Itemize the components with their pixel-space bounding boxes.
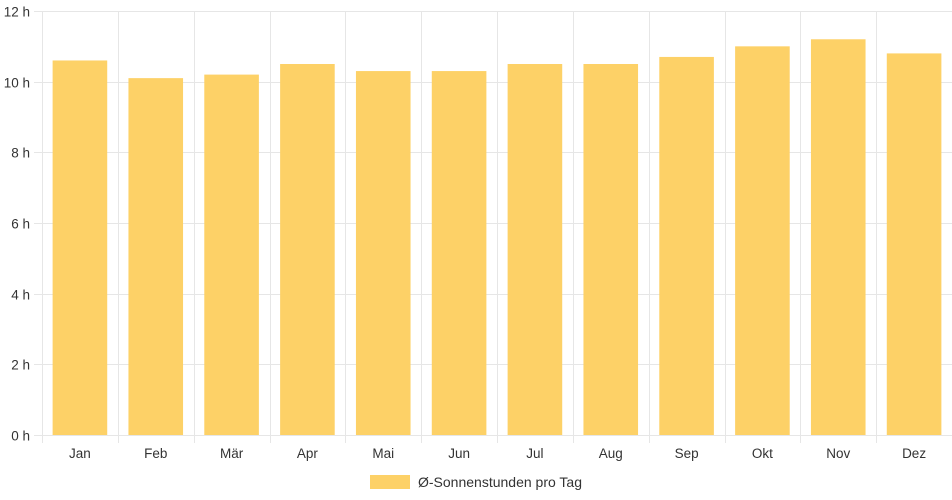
x-tick-label: Jul [526,446,543,461]
grid-lines [34,11,952,443]
legend-label: Ø-Sonnenstunden pro Tag [418,474,582,490]
y-tick-label: 10 h [4,76,30,91]
y-tick-label: 12 h [4,5,30,20]
x-tick-label: Sep [675,446,699,461]
bar[interactable] [583,64,639,435]
x-tick-label: Dez [902,446,926,461]
x-tick-label: Nov [826,446,850,461]
x-tick-label: Apr [297,446,319,461]
x-tick-label: Mär [220,446,244,461]
x-tick-label: Aug [599,446,623,461]
bar[interactable] [355,71,411,436]
y-axis-ticks: 0 h 2 h 4 h 6 h 8 h 10 h 12 h [4,5,30,444]
y-tick-label: 2 h [11,358,30,373]
x-tick-label: Mai [372,446,394,461]
y-tick-label: 0 h [11,429,30,444]
y-tick-label: 4 h [11,288,30,303]
y-tick-label: 8 h [11,146,30,161]
x-tick-label: Jun [448,446,470,461]
bar[interactable] [204,74,259,435]
bar[interactable] [431,71,487,436]
x-tick-label: Feb [144,446,167,461]
bar[interactable] [128,78,184,435]
x-axis-ticks: Jan Feb Mär Apr Mai Jun Jul Aug Sep Okt Nov Dez [69,446,926,461]
bar[interactable] [810,39,866,436]
bar[interactable] [735,46,790,435]
y-tick-label: 6 h [11,217,30,232]
legend[interactable]: Ø-Sonnenstunden pro Tag [370,474,582,490]
bar[interactable] [659,56,714,435]
x-tick-label: Jan [69,446,91,461]
bar[interactable] [507,64,563,435]
bar[interactable] [280,64,335,435]
x-tick-label: Okt [752,446,773,461]
bar[interactable] [886,53,942,436]
bars [52,39,942,436]
legend-swatch [370,475,410,489]
bar[interactable] [52,60,108,435]
